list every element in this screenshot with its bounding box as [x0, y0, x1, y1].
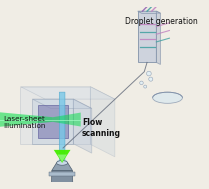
Polygon shape — [32, 99, 73, 144]
Polygon shape — [53, 113, 81, 126]
Polygon shape — [73, 99, 92, 153]
FancyArrow shape — [57, 92, 67, 168]
Polygon shape — [49, 172, 75, 176]
Ellipse shape — [153, 92, 182, 103]
Polygon shape — [90, 87, 115, 157]
Circle shape — [140, 81, 143, 85]
Polygon shape — [32, 99, 92, 108]
Polygon shape — [51, 170, 73, 189]
Ellipse shape — [57, 161, 68, 165]
Polygon shape — [57, 155, 67, 162]
Polygon shape — [20, 87, 115, 99]
Text: Flow
scanning: Flow scanning — [82, 118, 121, 138]
Polygon shape — [52, 163, 72, 170]
Circle shape — [147, 71, 151, 76]
Polygon shape — [20, 87, 90, 144]
Text: Laser-sheet
Illumination: Laser-sheet Illumination — [4, 116, 46, 129]
Text: Droplet generation: Droplet generation — [125, 17, 198, 26]
Circle shape — [144, 85, 147, 88]
Polygon shape — [38, 105, 68, 138]
Polygon shape — [54, 150, 70, 163]
Polygon shape — [138, 11, 156, 62]
Circle shape — [149, 77, 153, 81]
Polygon shape — [138, 11, 161, 13]
Polygon shape — [0, 111, 53, 128]
Polygon shape — [156, 11, 161, 64]
